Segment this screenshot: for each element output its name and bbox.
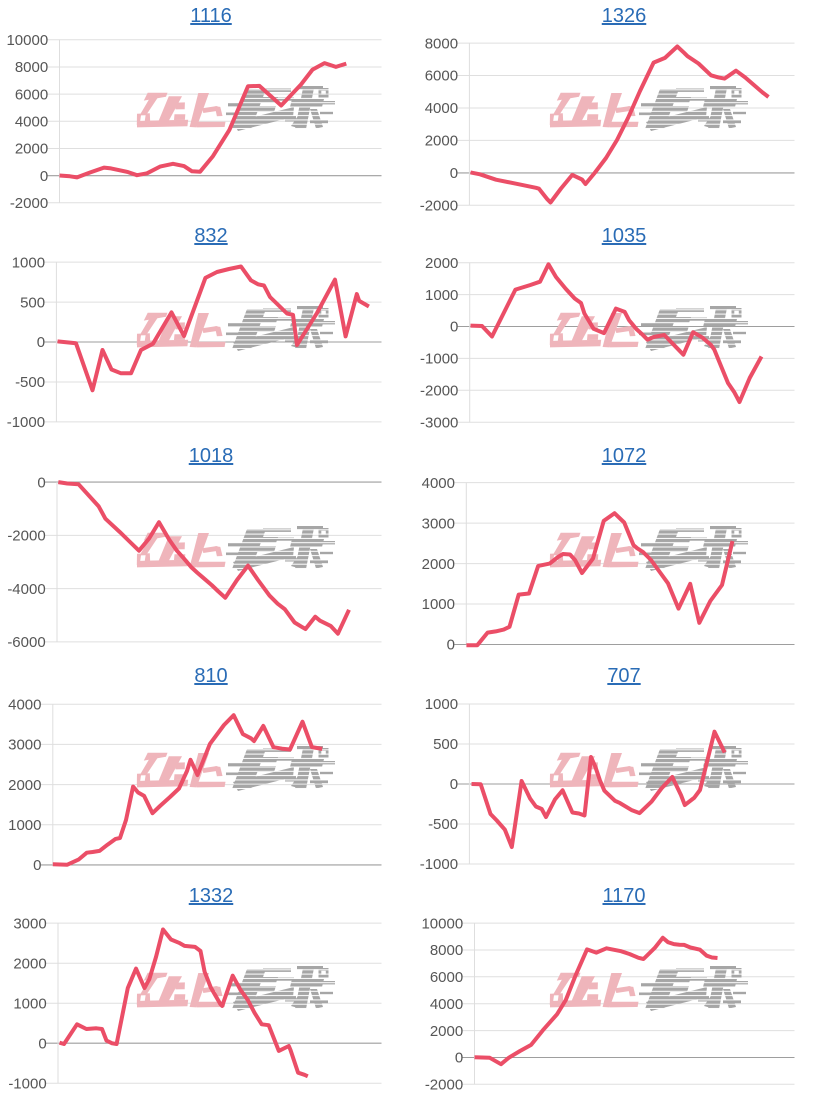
svg-text:0: 0 bbox=[447, 637, 455, 654]
svg-text:1000: 1000 bbox=[13, 995, 46, 1012]
svg-text:2000: 2000 bbox=[422, 556, 455, 573]
svg-text:500: 500 bbox=[433, 736, 458, 753]
svg-text:-2000: -2000 bbox=[420, 198, 458, 215]
svg-text:2000: 2000 bbox=[13, 955, 46, 972]
svg-text:3000: 3000 bbox=[13, 915, 46, 932]
svg-text:0: 0 bbox=[450, 165, 458, 182]
svg-text:1000: 1000 bbox=[425, 696, 458, 713]
svg-text:-3000: -3000 bbox=[420, 414, 458, 431]
svg-text:10000: 10000 bbox=[421, 915, 463, 932]
svg-text:8000: 8000 bbox=[15, 59, 48, 76]
svg-text:0: 0 bbox=[37, 474, 45, 491]
svg-text:6000: 6000 bbox=[15, 86, 48, 103]
svg-text:4000: 4000 bbox=[15, 114, 48, 131]
svg-text:1000: 1000 bbox=[8, 817, 41, 834]
svg-text:0: 0 bbox=[455, 1050, 463, 1067]
svg-text:0: 0 bbox=[450, 776, 458, 793]
svg-text:-1000: -1000 bbox=[420, 856, 458, 873]
svg-text:-6000: -6000 bbox=[7, 634, 45, 651]
svg-text:6000: 6000 bbox=[425, 68, 458, 85]
svg-text:-4000: -4000 bbox=[7, 581, 45, 598]
svg-text:-2000: -2000 bbox=[10, 195, 48, 212]
svg-text:0: 0 bbox=[37, 334, 45, 351]
svg-text:2000: 2000 bbox=[425, 255, 458, 272]
svg-text:0: 0 bbox=[450, 319, 458, 336]
svg-text:0: 0 bbox=[40, 168, 48, 185]
svg-text:3000: 3000 bbox=[8, 737, 41, 754]
svg-text:4000: 4000 bbox=[430, 996, 463, 1013]
svg-text:-2000: -2000 bbox=[420, 383, 458, 400]
svg-text:1000: 1000 bbox=[425, 287, 458, 304]
svg-text:1000: 1000 bbox=[422, 596, 455, 613]
svg-text:1000: 1000 bbox=[12, 254, 45, 271]
svg-text:2000: 2000 bbox=[8, 777, 41, 794]
svg-text:4000: 4000 bbox=[8, 697, 41, 714]
svg-text:6000: 6000 bbox=[430, 969, 463, 986]
svg-text:500: 500 bbox=[20, 294, 45, 311]
svg-text:0: 0 bbox=[38, 1035, 46, 1052]
svg-text:-1000: -1000 bbox=[420, 351, 458, 368]
svg-text:4000: 4000 bbox=[422, 475, 455, 492]
svg-text:10000: 10000 bbox=[6, 32, 48, 49]
svg-text:3000: 3000 bbox=[422, 515, 455, 532]
svg-text:2000: 2000 bbox=[15, 141, 48, 158]
svg-text:-2000: -2000 bbox=[425, 1077, 463, 1094]
svg-text:-2000: -2000 bbox=[7, 528, 45, 545]
svg-text:2000: 2000 bbox=[425, 133, 458, 150]
svg-text:8000: 8000 bbox=[425, 35, 458, 52]
svg-text:0: 0 bbox=[33, 857, 41, 874]
svg-text:4000: 4000 bbox=[425, 100, 458, 117]
svg-text:2000: 2000 bbox=[430, 1023, 463, 1040]
svg-text:-1000: -1000 bbox=[7, 414, 45, 431]
svg-text:-500: -500 bbox=[428, 816, 458, 833]
svg-text:8000: 8000 bbox=[430, 942, 463, 959]
svg-text:-500: -500 bbox=[15, 374, 45, 391]
svg-text:-1000: -1000 bbox=[8, 1076, 46, 1093]
